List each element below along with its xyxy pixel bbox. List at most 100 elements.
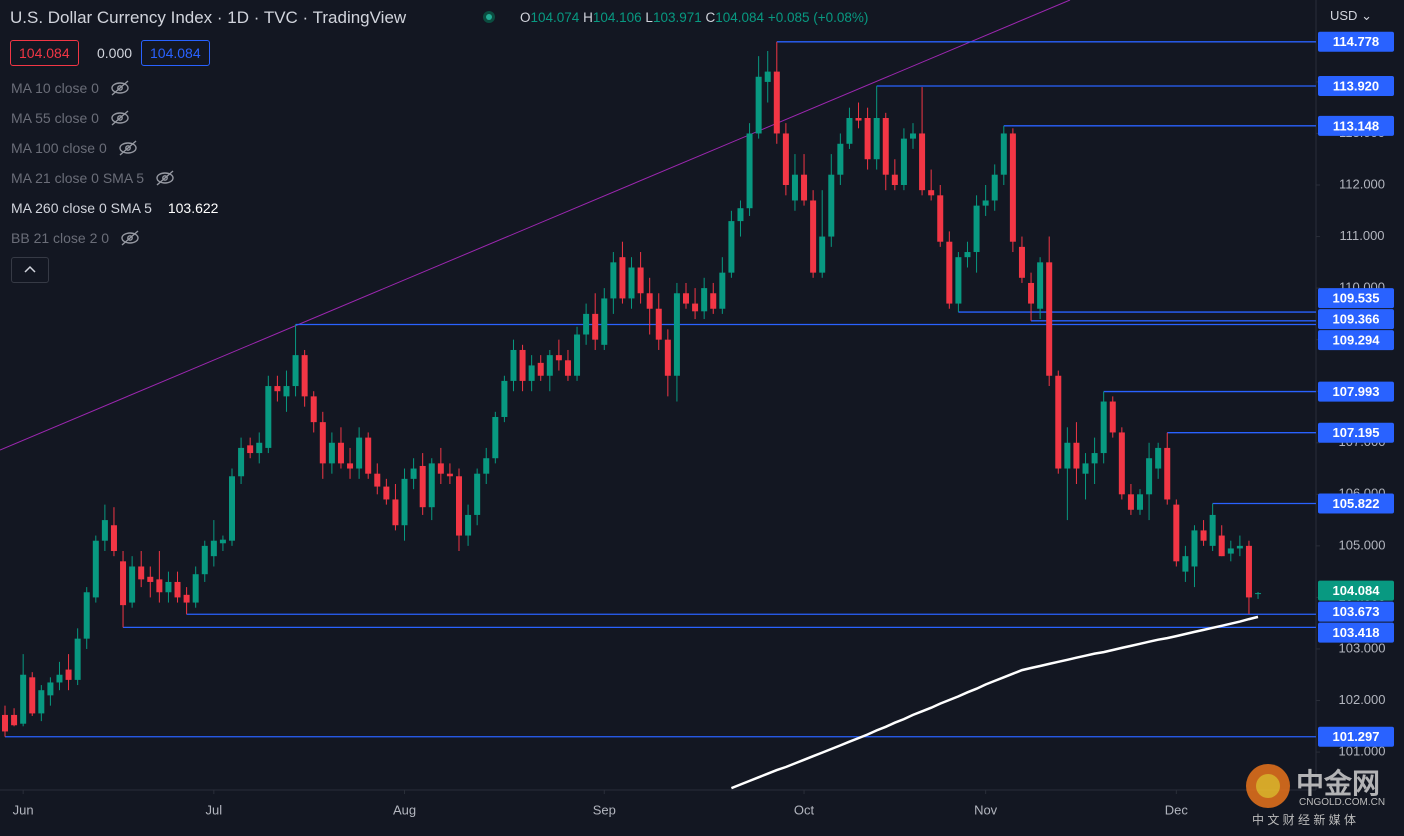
candle-body (828, 174, 835, 237)
candle-body (274, 386, 281, 392)
candle-body (11, 714, 18, 726)
watermark-name: 中金网 (1296, 768, 1381, 799)
candle-body (374, 473, 381, 487)
change: +0.085 (+0.08%) (767, 10, 869, 25)
candle-body (1064, 442, 1071, 469)
candle-body (528, 365, 535, 381)
candle-body (183, 594, 190, 603)
candle-body (401, 478, 408, 526)
currency-menu[interactable]: USD ⌄ (1330, 8, 1372, 23)
candle-body (973, 205, 980, 253)
candle-body (1146, 458, 1153, 495)
ohlc-label: O (520, 10, 531, 25)
candle-body (991, 174, 998, 201)
candle-body (156, 579, 163, 593)
candle-body (1118, 432, 1125, 495)
buy-price[interactable]: 104.084 (141, 40, 210, 66)
candle-body (1046, 262, 1053, 376)
price-label: 101.297 (1333, 729, 1380, 744)
candle-body (129, 566, 136, 603)
candle-body (456, 476, 462, 536)
hidden-icon[interactable] (109, 110, 131, 126)
hidden-icon[interactable] (117, 140, 139, 156)
hidden-icon[interactable] (119, 230, 141, 246)
y-tick-label: 105.000 (1339, 537, 1386, 552)
candle-body (628, 267, 635, 299)
candle-body (1255, 593, 1262, 595)
price-label: 105.822 (1333, 496, 1380, 511)
candle-body (546, 355, 553, 376)
candle-body (764, 71, 771, 82)
price-label-box (1318, 580, 1394, 601)
candle-body (964, 252, 971, 258)
hidden-icon[interactable] (109, 80, 131, 96)
candle-body (610, 262, 617, 299)
x-tick-label: Dec (1165, 802, 1189, 817)
candle-body (1028, 282, 1035, 304)
candle-body (846, 117, 853, 144)
candle-body (955, 257, 962, 304)
candle-body (247, 445, 254, 454)
candle-body (564, 360, 571, 376)
watermark-url: CNGOLD.COM.CN (1299, 797, 1386, 808)
candle-body (637, 267, 644, 294)
hidden-icon[interactable] (154, 170, 176, 186)
candle-body (337, 442, 344, 464)
price-label-box (1318, 601, 1394, 622)
candle-body (419, 465, 426, 508)
candle-body (655, 308, 662, 340)
candle-body (92, 540, 99, 598)
candle-body (864, 117, 871, 160)
candle-body (1000, 133, 1007, 175)
x-tick-label: Oct (794, 802, 815, 817)
candle-body (356, 437, 363, 469)
collapse-button[interactable] (11, 257, 49, 283)
candle-body (328, 442, 335, 464)
candle-body (256, 442, 263, 454)
indicator-name: MA 21 close 0 SMA 5 (11, 170, 145, 186)
y-tick-label: 101.000 (1339, 743, 1386, 758)
sell-price[interactable]: 104.084 (10, 40, 79, 66)
candle-body (2, 714, 8, 732)
candle-body (982, 200, 989, 206)
candle-body (238, 447, 245, 477)
candle-body (1191, 530, 1198, 567)
candle-body (1200, 530, 1207, 541)
candle-body (1018, 246, 1025, 278)
ohlc-legend: O104.074 H104.106 L103.971 C104.084 +0.0… (520, 10, 868, 25)
indicator-name: MA 55 close 0 (11, 110, 99, 126)
x-tick-label: Nov (974, 802, 998, 817)
ohlc-label: C (705, 10, 716, 25)
x-tick-label: Sep (593, 802, 616, 817)
candle-body (1173, 504, 1180, 562)
candle-body (501, 380, 508, 417)
candle-body (210, 540, 217, 557)
indicator-name: MA 100 close 0 (11, 140, 107, 156)
indicator-row: MA 21 close 0 SMA 5 (11, 168, 176, 188)
candle-body (83, 592, 90, 639)
candle-body (1245, 545, 1252, 598)
candle-body (383, 486, 390, 500)
candle-body (120, 561, 127, 606)
y-tick-label: 111.000 (1339, 228, 1384, 243)
candle-body (801, 174, 808, 201)
price-label-box (1318, 330, 1394, 351)
price-label-box (1318, 31, 1394, 52)
candle-body (310, 396, 317, 423)
candle-body (110, 525, 117, 552)
candle-body (101, 520, 108, 541)
indicator-row: MA 55 close 0 (11, 108, 131, 128)
candle-body (428, 463, 435, 508)
chart-title: U.S. Dollar Currency Index · 1D · TVC · … (10, 8, 407, 27)
price-label-box (1318, 726, 1394, 747)
candle-body (791, 174, 798, 201)
ohlc-label: H (583, 10, 593, 25)
candle-body (510, 349, 517, 381)
candle-body (592, 313, 599, 340)
candle-body (891, 174, 898, 186)
candle-body (773, 71, 780, 134)
ohlc-value: 103.971 (652, 10, 702, 25)
candle-body (710, 293, 717, 309)
trend-line (0, 0, 1071, 451)
